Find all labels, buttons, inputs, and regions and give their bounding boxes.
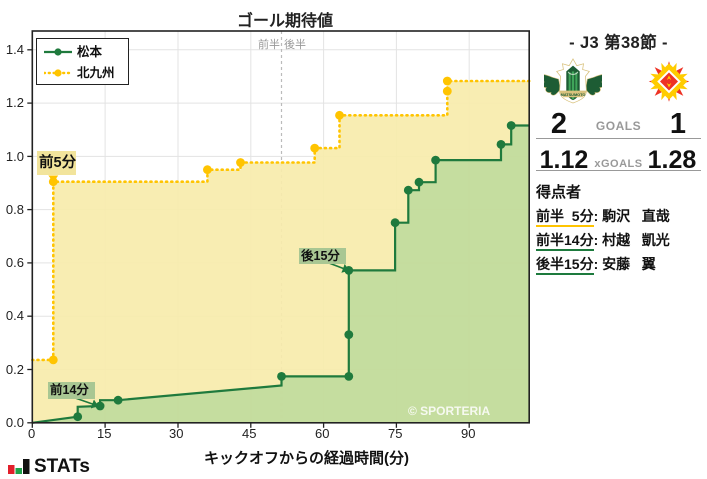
svg-text:MATSUMOTO: MATSUMOTO bbox=[561, 93, 586, 97]
